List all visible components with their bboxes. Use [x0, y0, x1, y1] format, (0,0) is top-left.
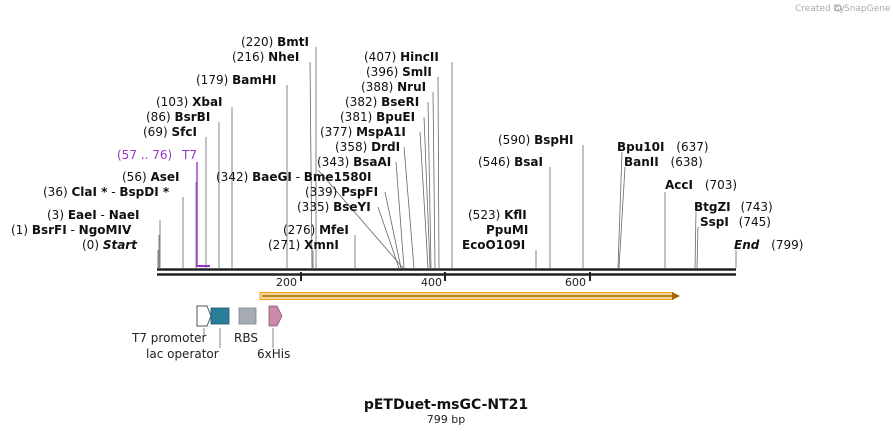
- site-label-bamhi[interactable]: (179) BamHI: [196, 73, 276, 87]
- site-label-mspa1i[interactable]: (377) MspA1I: [320, 125, 406, 139]
- map-title: pETDuet-msGC-NT21: [364, 397, 528, 413]
- site-label-nhei[interactable]: (216) NheI: [232, 50, 299, 64]
- line-bseyi: [377, 206, 400, 269]
- site-label-bsrbi[interactable]: (86) BsrBI: [146, 110, 210, 124]
- site-label-bsai[interactable]: (546) BsaI: [478, 155, 543, 169]
- site-label-sspi[interactable]: SspI (745): [700, 215, 771, 229]
- lac-operator-glyph-icon[interactable]: [210, 307, 230, 325]
- line-btgzi: [694, 211, 697, 269]
- line-banii: [618, 166, 626, 269]
- site-label-hincii[interactable]: (407) HincII: [364, 50, 439, 64]
- site-label-xbai[interactable]: (103) XbaI: [156, 95, 223, 109]
- brand-text: SnapGene: [844, 4, 891, 14]
- site-label-banii[interactable]: BanII (638): [624, 155, 703, 169]
- line-bseri: [427, 101, 432, 269]
- site-label-xmni[interactable]: (271) XmnI: [268, 238, 339, 252]
- line-nhei: [309, 61, 313, 269]
- site-label-baegi[interactable]: (342) BaeGI - Bme1580I: [216, 170, 371, 184]
- site-label-eaei[interactable]: (3) EaeI - NaeI: [47, 208, 139, 222]
- site-label-end[interactable]: End (799): [734, 238, 803, 252]
- line-bpu10i: [617, 151, 623, 269]
- site-label-bsphi[interactable]: (590) BspHI: [498, 133, 574, 147]
- feature-label-t7-promoter: T7 promoter: [131, 331, 207, 345]
- site-label-bsaai[interactable]: (343) BsaAI: [317, 155, 391, 169]
- site-label-mfei[interactable]: (276) MfeI: [283, 223, 349, 237]
- site-label-sfci[interactable]: (69) SfcI: [143, 125, 197, 139]
- site-label-btgzi[interactable]: BtgZI (743): [694, 200, 773, 214]
- site-lines: [157, 47, 737, 269]
- snapgene-logo-icon: [834, 4, 842, 12]
- site-label-bpu10i[interactable]: Bpu10I (637): [617, 140, 709, 154]
- feature-label-rbs: RBS: [234, 331, 258, 345]
- site-label-pspfi[interactable]: (339) PspFI: [305, 185, 378, 199]
- line-bme1580i: [317, 169, 404, 269]
- t7-promoter-glyph-icon[interactable]: [196, 305, 212, 327]
- site-label-kfli[interactable]: (523) KflI: [468, 208, 527, 222]
- site-label-acci[interactable]: AccI (703): [665, 178, 737, 192]
- site-label-asei[interactable]: (56) AseI: [122, 170, 180, 184]
- site-label-clai[interactable]: (36) ClaI * - BspDI *: [43, 185, 170, 199]
- credit-text: Created by: [795, 4, 845, 14]
- site-label-bseyi[interactable]: (335) BseYI: [297, 200, 371, 214]
- site-label-ppumi[interactable]: PpuMI: [486, 223, 528, 237]
- tick-label-400: 400: [421, 276, 442, 289]
- tick-label-200: 200: [276, 276, 297, 289]
- site-label-nrui[interactable]: (388) NruI: [361, 80, 426, 94]
- site-label-bseri[interactable]: (382) BseRI: [345, 95, 419, 109]
- line-pspfi: [384, 191, 402, 269]
- map-length: 799 bp: [427, 413, 465, 426]
- line-sspi: [696, 226, 699, 269]
- feature-label-lac-operator: lac operator: [146, 347, 219, 361]
- tick-label-600: 600: [565, 276, 586, 289]
- line-drdi: [403, 146, 415, 269]
- site-label-drdi[interactable]: (358) DrdI: [335, 140, 400, 154]
- site-label-ecoo109i[interactable]: EcoO109I: [462, 238, 525, 252]
- rbs-glyph-icon[interactable]: [238, 307, 257, 325]
- site-label-smli[interactable]: (396) SmlI: [366, 65, 432, 79]
- orf-arrow-head-icon: [672, 292, 680, 300]
- line-smli: [437, 76, 440, 269]
- site-label-bpuei[interactable]: (381) BpuEI: [340, 110, 415, 124]
- line-nrui: [432, 91, 436, 269]
- primer-label-t7[interactable]: (57 .. 76) T7: [117, 148, 197, 162]
- his-tag-glyph-icon[interactable]: [268, 305, 283, 327]
- line-bsaai: [395, 161, 405, 269]
- site-label-bsrfi[interactable]: (1) BsrFI - NgoMIV: [11, 223, 132, 237]
- site-label-start[interactable]: (0) Start: [82, 238, 138, 252]
- line-mspa1i: [419, 131, 429, 269]
- line-bpuei: [423, 116, 431, 269]
- feature-label-his: 6xHis: [257, 347, 290, 361]
- site-label-bmti[interactable]: (220) BmtI: [241, 35, 309, 49]
